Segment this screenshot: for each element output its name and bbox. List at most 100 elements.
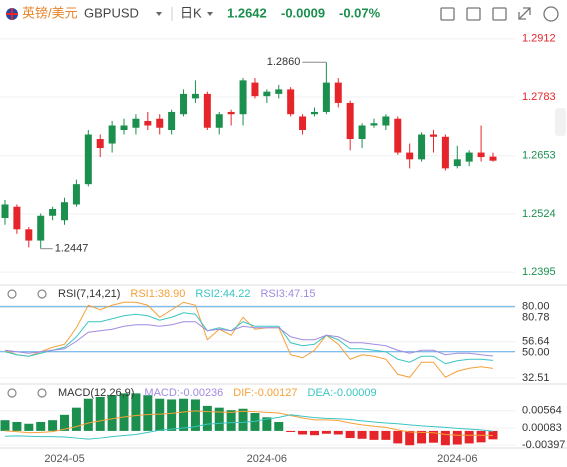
symbol[interactable]: GBPUSD — [84, 5, 139, 20]
macd-bar — [333, 430, 343, 435]
y-tick-label: 32.51 — [522, 372, 550, 384]
candle-body — [25, 229, 33, 241]
gear-icon[interactable] — [37, 289, 47, 299]
candle-body — [465, 152, 473, 162]
tool-icon[interactable] — [440, 7, 455, 21]
side-toggle[interactable] — [555, 108, 566, 136]
low-annotation: 1.2447 — [55, 243, 89, 255]
macd-bar — [464, 430, 474, 444]
candle-body — [49, 208, 57, 216]
macd-bar — [83, 398, 93, 431]
macd-bar — [405, 430, 415, 446]
candle-body — [132, 118, 140, 128]
candle-body — [227, 111, 235, 115]
macd-bar — [357, 430, 367, 439]
legend-entry: MACD:-0.00236 — [144, 387, 223, 399]
x-tick-label: 2024-05 — [44, 453, 84, 465]
candle-body — [477, 152, 485, 158]
macd-bar — [155, 398, 165, 431]
macd-bar — [298, 430, 308, 435]
macd-bar — [60, 414, 70, 431]
candle-body — [37, 215, 45, 241]
macd-bar — [428, 430, 438, 443]
y-tick-label: 1.2653 — [522, 150, 556, 162]
y-tick-label: 1.2912 — [522, 33, 556, 45]
macd-bar — [452, 430, 462, 445]
macd-bar — [12, 421, 22, 431]
candle-body — [96, 139, 104, 149]
macd-bar — [226, 410, 236, 431]
candle-body — [1, 204, 9, 219]
macd-bar — [48, 420, 58, 431]
high-annotation: 1.2860 — [267, 56, 301, 68]
candle-body — [168, 111, 176, 130]
candle-body — [346, 102, 354, 140]
macd-line — [4, 414, 494, 440]
panel-title: RSI(7,14,21) — [58, 288, 120, 300]
candle-body — [287, 89, 295, 115]
dropdown-arrow[interactable] — [156, 12, 162, 16]
macd-bar — [131, 393, 141, 431]
candle-body — [191, 93, 199, 99]
candle-body — [84, 134, 92, 185]
macd-bar — [321, 430, 331, 434]
macd-bar — [262, 417, 272, 431]
candle-body — [489, 156, 497, 161]
candle-body — [322, 82, 330, 112]
candle-body — [418, 134, 426, 160]
y-tick-label: 80.78 — [522, 312, 550, 324]
rsi-line — [4, 321, 494, 357]
candle-body — [61, 202, 69, 221]
dropdown-arrow[interactable] — [207, 12, 213, 16]
macd-bar — [0, 420, 10, 431]
macd-bar — [24, 423, 34, 431]
x-tick-label: 2024-06 — [437, 453, 477, 465]
period[interactable]: 日K — [180, 5, 202, 20]
macd-bar — [107, 395, 117, 431]
tool-icon[interactable] — [466, 7, 481, 21]
y-tick-label: 50.00 — [522, 347, 550, 359]
candle-body — [370, 123, 378, 126]
header: 英镑/美元 GBPUSD 日K 1.2642 -0.0009 -0.07% — [6, 5, 559, 22]
macd-bar — [393, 430, 403, 444]
y-tick-label: 80.00 — [522, 301, 550, 313]
macd-bar — [143, 395, 153, 431]
candle-body — [203, 93, 211, 128]
eye-icon[interactable] — [7, 289, 17, 299]
y-tick-label: 1.2783 — [522, 91, 556, 103]
change-pct: -0.07% — [339, 5, 381, 20]
candle-body — [275, 89, 283, 94]
candle-body — [13, 206, 21, 230]
candle-body — [394, 118, 402, 153]
y-tick-label: 1.2524 — [522, 208, 556, 220]
candle-body — [108, 125, 116, 144]
candle-body — [453, 159, 461, 167]
pair-name[interactable]: 英镑/美元 — [22, 5, 78, 20]
tool-icon[interactable] — [492, 7, 507, 21]
legend-entry: DEA:-0.00009 — [308, 387, 377, 399]
settings-icon[interactable] — [543, 6, 559, 22]
fullscreen-icon[interactable] — [518, 7, 531, 20]
macd-bar — [440, 430, 450, 446]
candle-body — [263, 91, 271, 97]
candle-body — [441, 136, 449, 169]
rsi-line — [4, 312, 494, 365]
x-tick-label: 2024-06 — [247, 453, 287, 465]
macd-bar — [36, 421, 46, 431]
eye-icon[interactable] — [7, 388, 17, 398]
macd-bar — [167, 399, 177, 431]
macd-bar — [71, 407, 81, 431]
macd-bar — [95, 396, 105, 431]
macd-bar — [286, 430, 296, 432]
macd-bar — [274, 421, 284, 431]
rsi-line — [4, 301, 494, 378]
legend-entry: RSI1:38.90 — [130, 288, 185, 300]
macd-bar — [417, 430, 427, 444]
candle-body — [239, 80, 247, 115]
macd-bar — [381, 430, 391, 440]
change: -0.0009 — [281, 5, 325, 20]
candle-body — [406, 152, 414, 160]
gear-icon[interactable] — [37, 388, 47, 398]
candle-body — [72, 184, 80, 205]
